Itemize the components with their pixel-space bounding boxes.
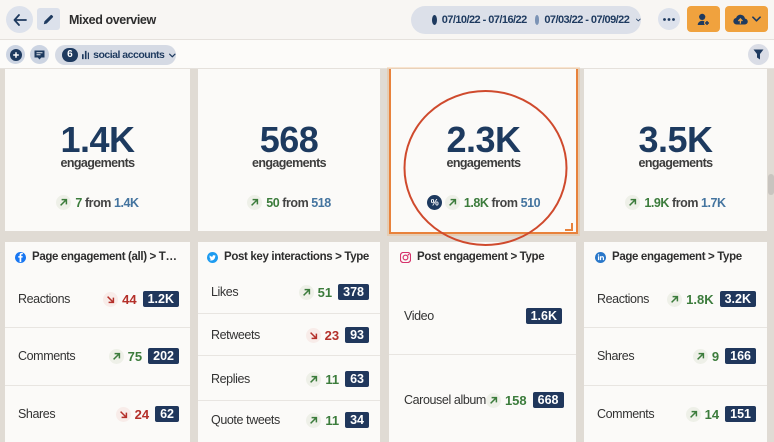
svg-text:%: % xyxy=(431,198,439,208)
